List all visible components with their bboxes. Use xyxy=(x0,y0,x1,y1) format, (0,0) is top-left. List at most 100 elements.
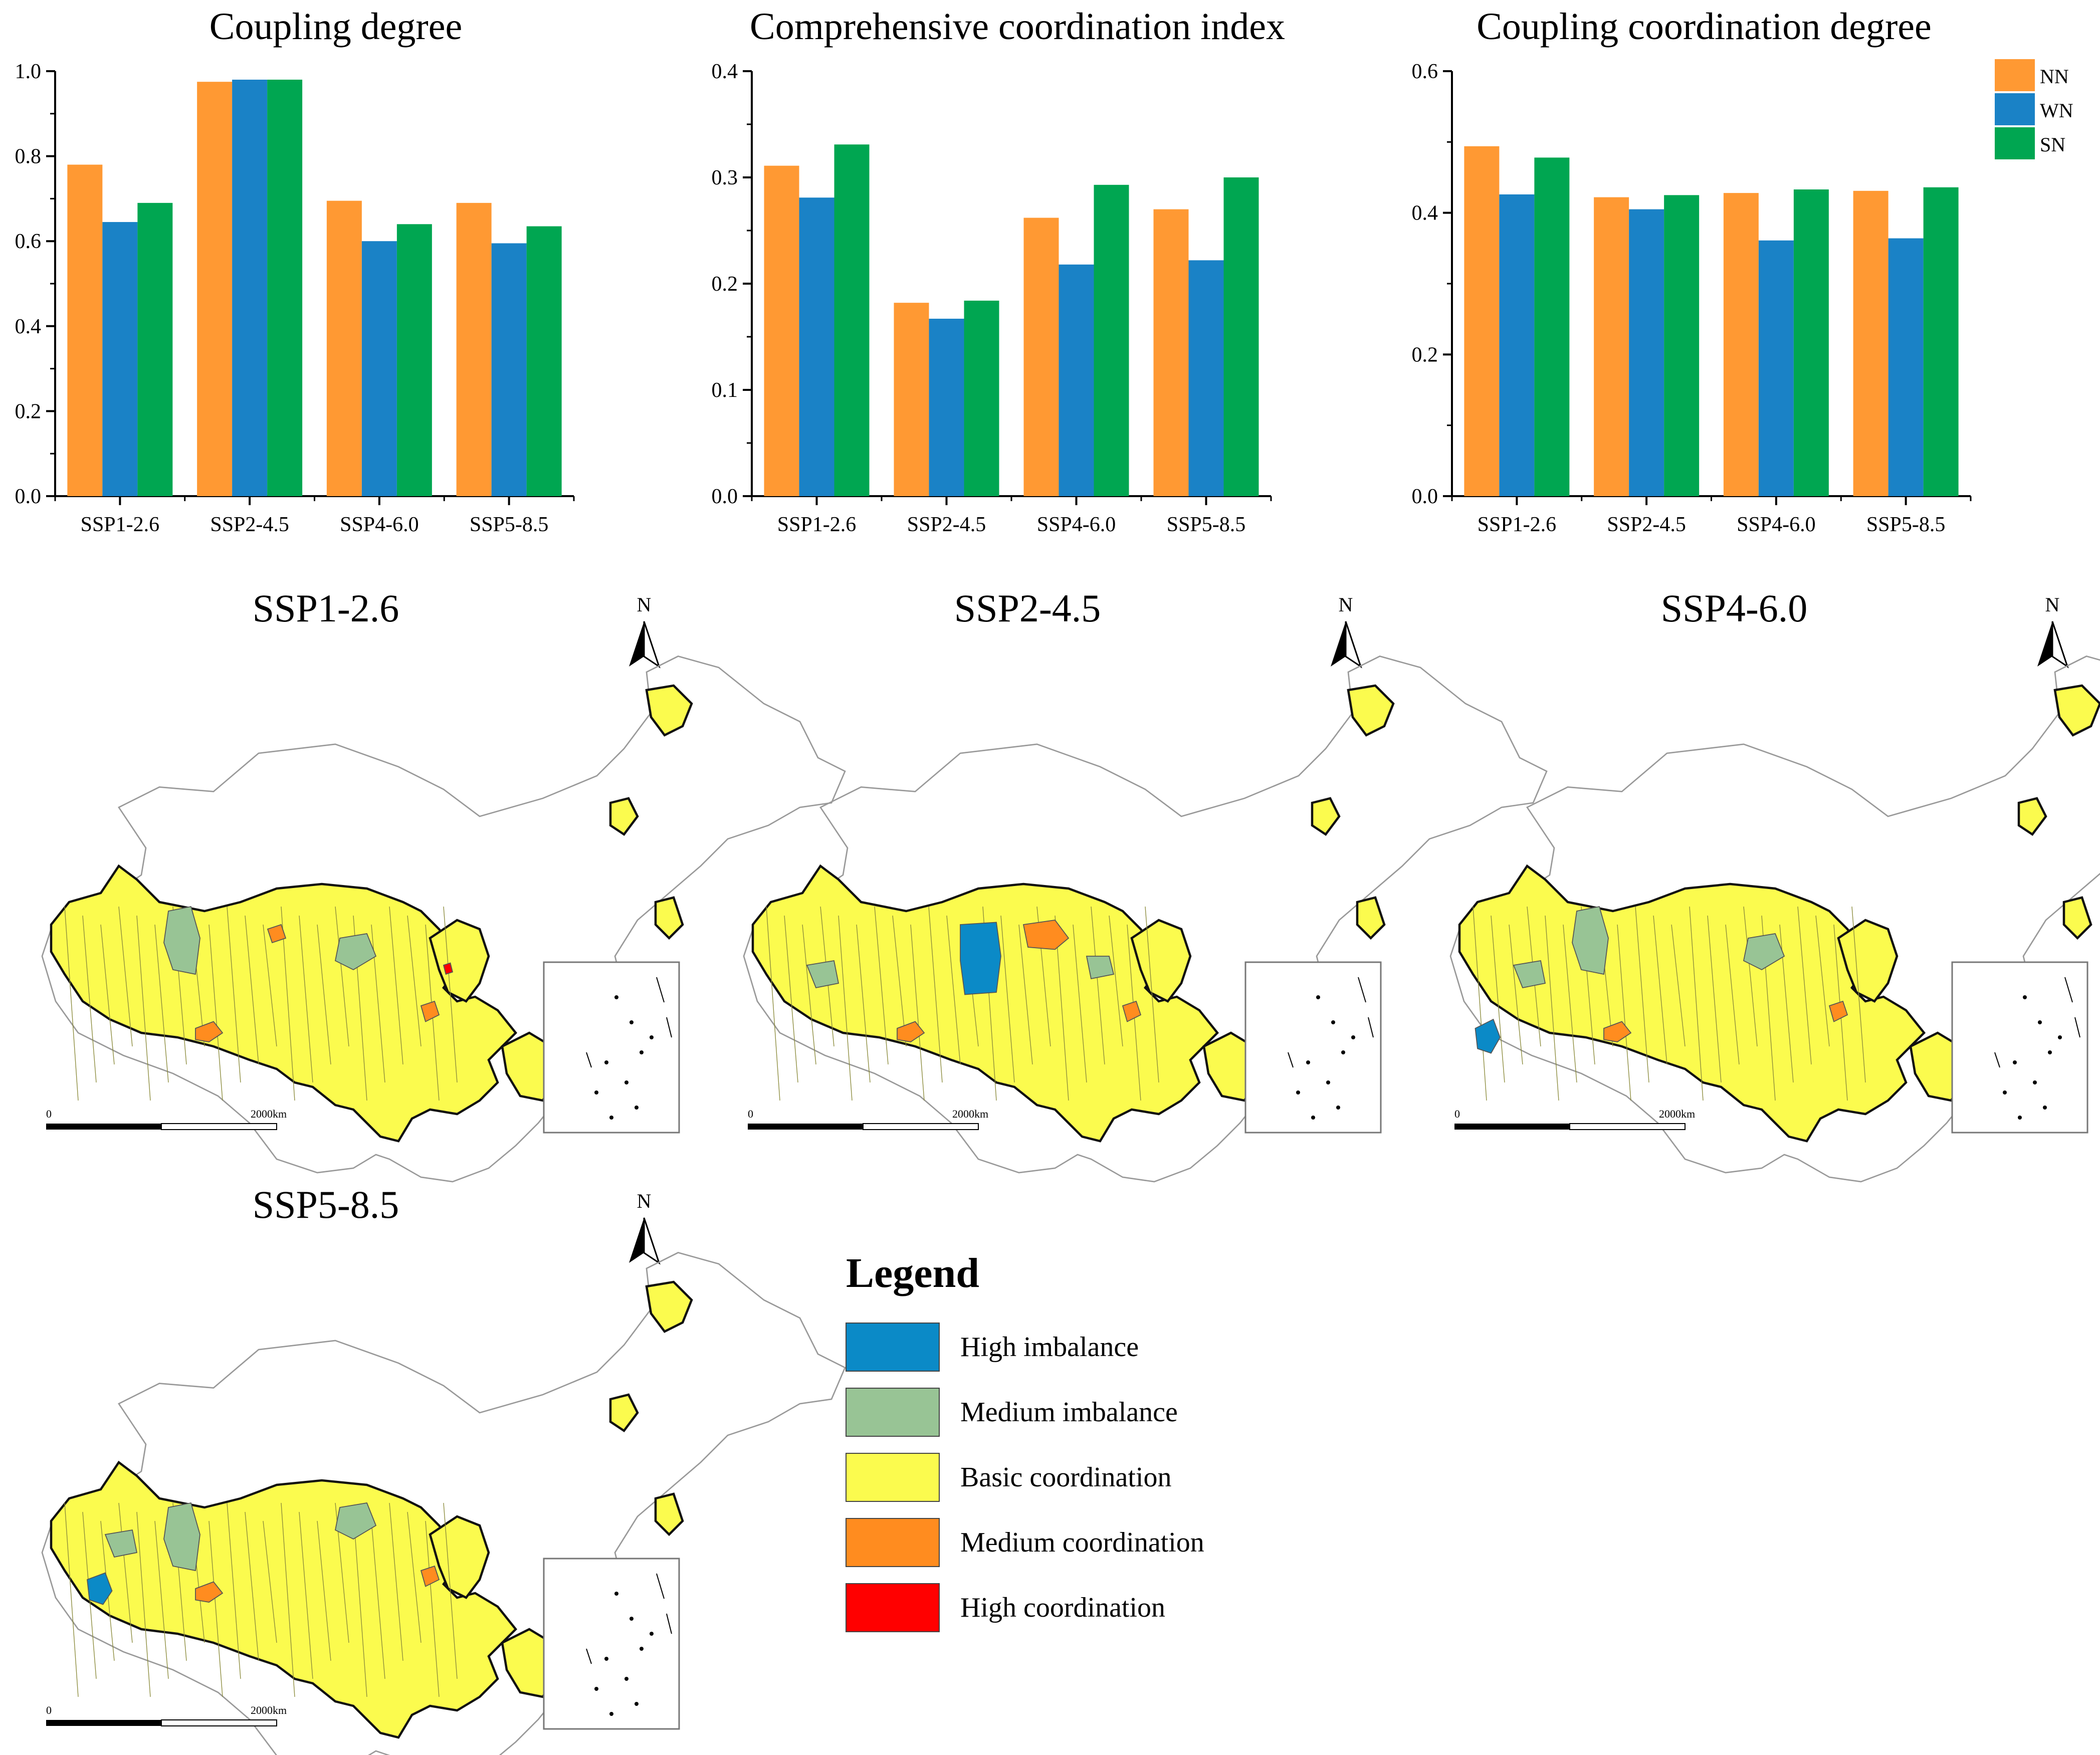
bar-SN-SSP2-4.5 xyxy=(964,300,999,496)
county-boundary xyxy=(1109,915,1123,1047)
x-tick-label: SSP2-4.5 xyxy=(907,513,986,536)
map-SSP1-2.6: SSP1-2.6 N 0 2000km xyxy=(41,586,846,1183)
country-outline xyxy=(1449,655,2100,1183)
study-region xyxy=(2017,797,2047,836)
bar-SN-SSP4-6.0 xyxy=(1094,184,1129,497)
study-region xyxy=(429,919,490,1003)
county-boundary xyxy=(892,915,907,1047)
county-boundary xyxy=(154,1520,169,1679)
county-boundary xyxy=(1797,906,1812,1065)
map-geometry xyxy=(1449,655,2100,1183)
y-tick-label: 0.6 xyxy=(1412,60,1438,83)
study-region xyxy=(654,1492,684,1537)
county-boundary xyxy=(208,924,223,1101)
legend-swatch-NN xyxy=(1995,59,2035,91)
county-boundary xyxy=(136,1511,151,1697)
chart-title: Comprehensive coordination index xyxy=(750,6,1285,48)
bar-WN-SSP1-2.6 xyxy=(102,222,138,496)
scale-bar: 0 2000km xyxy=(46,1704,287,1726)
county-boundary xyxy=(425,1520,440,1697)
county-boundary xyxy=(82,915,97,1083)
map-title: SSP5-8.5 xyxy=(253,1183,399,1226)
class-region xyxy=(443,962,454,975)
x-tick-label: SSP2-4.5 xyxy=(1607,513,1686,536)
county-boundary xyxy=(1000,915,1015,1083)
y-tick-label: 0.3 xyxy=(712,166,738,189)
county-boundary xyxy=(1707,915,1722,1083)
county-boundary xyxy=(317,924,331,1065)
inset-map xyxy=(1244,961,1382,1134)
class-region xyxy=(334,933,377,971)
x-tick-label: SSP5-8.5 xyxy=(470,513,549,536)
bar-NN-SSP5-8.5 xyxy=(1153,209,1189,497)
class-region xyxy=(87,1572,113,1605)
county-boundary xyxy=(227,906,241,1083)
county-boundary xyxy=(1743,906,1758,1047)
legend-label-medium-coordination: Medium coordination xyxy=(960,1527,1204,1558)
county-boundary xyxy=(1653,915,1667,1065)
bar-NN-SSP5-8.5 xyxy=(1853,190,1888,496)
county-boundary xyxy=(299,915,313,1083)
bar-SN-SSP5-8.5 xyxy=(1923,187,1959,497)
county-boundary xyxy=(389,1502,403,1661)
bar-NN-SSP4-6.0 xyxy=(1723,193,1759,496)
class-region xyxy=(806,960,839,989)
county-boundary xyxy=(838,915,853,1101)
legend-label-medium-imbalance: Medium imbalance xyxy=(960,1397,1178,1428)
class-region xyxy=(1603,1021,1632,1042)
bar-NN-SSP2-4.5 xyxy=(894,303,929,496)
scale-start: 0 xyxy=(748,1108,753,1120)
class-region xyxy=(1828,1000,1848,1022)
county-boundary xyxy=(1815,915,1830,1047)
class-region xyxy=(960,922,1001,995)
county-boundary xyxy=(64,906,79,1101)
bar-NN-SSP1-2.6 xyxy=(1464,146,1500,496)
map-geometry xyxy=(743,655,1548,1183)
north-label: N xyxy=(637,593,652,616)
map-SSP5-8.5: SSP5-8.5 N 0 2000km xyxy=(41,1183,846,1755)
study-region xyxy=(1311,797,1341,836)
county-boundary xyxy=(910,924,925,1101)
bar-charts: Coupling degree 0.0 0.2 0.4 0.6 0.8 1.0 SSP1-2.… xyxy=(15,6,2073,536)
study-region xyxy=(1837,919,1899,1003)
legend-label-basic-coordination: Basic coordination xyxy=(960,1462,1171,1493)
county-boundary xyxy=(299,1511,313,1679)
y-tick-label: 0.4 xyxy=(712,60,738,83)
north-label: N xyxy=(1339,593,1353,616)
bar-NN-SSP4-6.0 xyxy=(1023,217,1059,496)
scale-start: 0 xyxy=(46,1704,52,1716)
county-boundary xyxy=(856,924,871,1083)
scale-end: 2000km xyxy=(251,1108,287,1120)
legend-swatch-medium-coordination xyxy=(846,1518,940,1567)
county-boundary xyxy=(136,915,151,1101)
county-boundary xyxy=(118,906,133,1047)
bar-chart-2: Comprehensive coordination index 0.0 0.1 0.… xyxy=(712,6,1285,536)
county-boundary xyxy=(1018,924,1033,1065)
bar-SN-SSP5-8.5 xyxy=(526,226,562,496)
country-outline xyxy=(41,1252,846,1755)
class-region xyxy=(1086,956,1115,980)
county-boundary xyxy=(154,924,169,1083)
bar-NN-SSP1-2.6 xyxy=(764,165,799,496)
bar-WN-SSP5-8.5 xyxy=(491,243,527,496)
study-region xyxy=(654,896,684,940)
county-boundary xyxy=(443,1502,458,1679)
x-tick-label: SSP1-2.6 xyxy=(1478,513,1557,536)
bar-WN-SSP4-6.0 xyxy=(1059,264,1094,496)
study-region xyxy=(645,684,693,737)
y-tick-label: 0.0 xyxy=(15,485,42,508)
class-region xyxy=(1572,906,1609,975)
map-title: SSP1-2.6 xyxy=(253,586,399,630)
country-outline xyxy=(743,655,1548,1183)
bar-NN-SSP4-6.0 xyxy=(326,200,362,496)
county-boundary xyxy=(1473,906,1487,1101)
county-boundary xyxy=(263,1520,277,1643)
north-label: N xyxy=(637,1190,652,1212)
class-region xyxy=(1743,933,1785,971)
bar-WN-SSP2-4.5 xyxy=(929,318,964,496)
bar-SN-SSP2-4.5 xyxy=(1664,195,1700,496)
legend-label-SN: SN xyxy=(2040,133,2065,156)
study-region xyxy=(609,797,639,836)
legend-swatch-high-imbalance xyxy=(846,1323,940,1372)
x-tick-label: SSP1-2.6 xyxy=(777,513,857,536)
